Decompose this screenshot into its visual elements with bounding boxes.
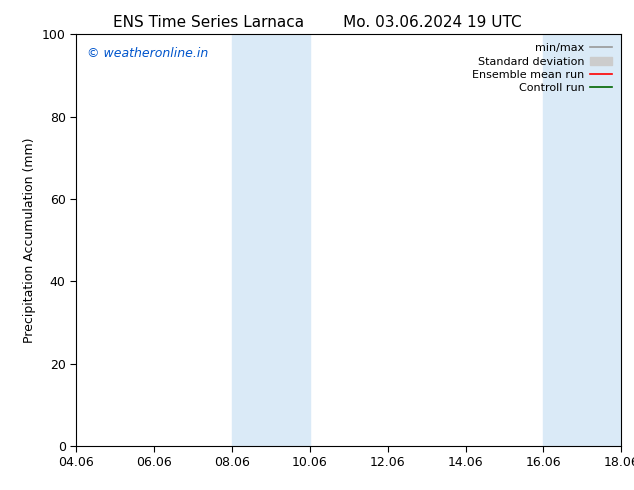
Legend: min/max, Standard deviation, Ensemble mean run, Controll run: min/max, Standard deviation, Ensemble me… <box>469 40 616 97</box>
Text: ENS Time Series Larnaca        Mo. 03.06.2024 19 UTC: ENS Time Series Larnaca Mo. 03.06.2024 1… <box>113 15 521 30</box>
Bar <box>232 34 310 446</box>
Y-axis label: Precipitation Accumulation (mm): Precipitation Accumulation (mm) <box>23 137 36 343</box>
Text: © weatheronline.in: © weatheronline.in <box>87 47 208 60</box>
Bar <box>543 34 621 446</box>
